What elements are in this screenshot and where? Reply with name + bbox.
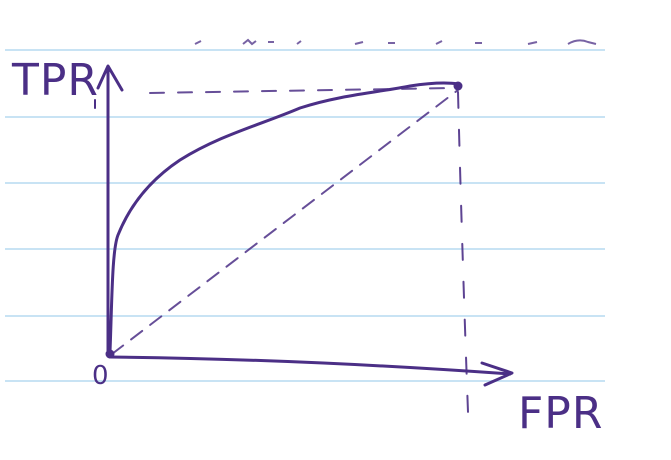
- x-axis-line: [108, 355, 512, 376]
- x-axis-arrowhead: [480, 361, 514, 387]
- y-axis-label: TPR: [11, 55, 99, 106]
- top-edge-scribbles: [194, 38, 597, 46]
- y-axis-arrowhead: [96, 64, 124, 92]
- origin-label: 0: [92, 361, 109, 391]
- roc-curve: [108, 81, 460, 354]
- fpr-one-dashed-line: [457, 91, 469, 413]
- ruled-lines: [5, 49, 605, 382]
- tpr-one-dashed-line: [149, 87, 456, 94]
- x-axis-label: FPR: [518, 388, 603, 439]
- diagonal-reference-line: [111, 89, 459, 355]
- top-right-point: [453, 81, 463, 91]
- ink-layer: [94, 64, 514, 413]
- origin-point: [105, 349, 115, 359]
